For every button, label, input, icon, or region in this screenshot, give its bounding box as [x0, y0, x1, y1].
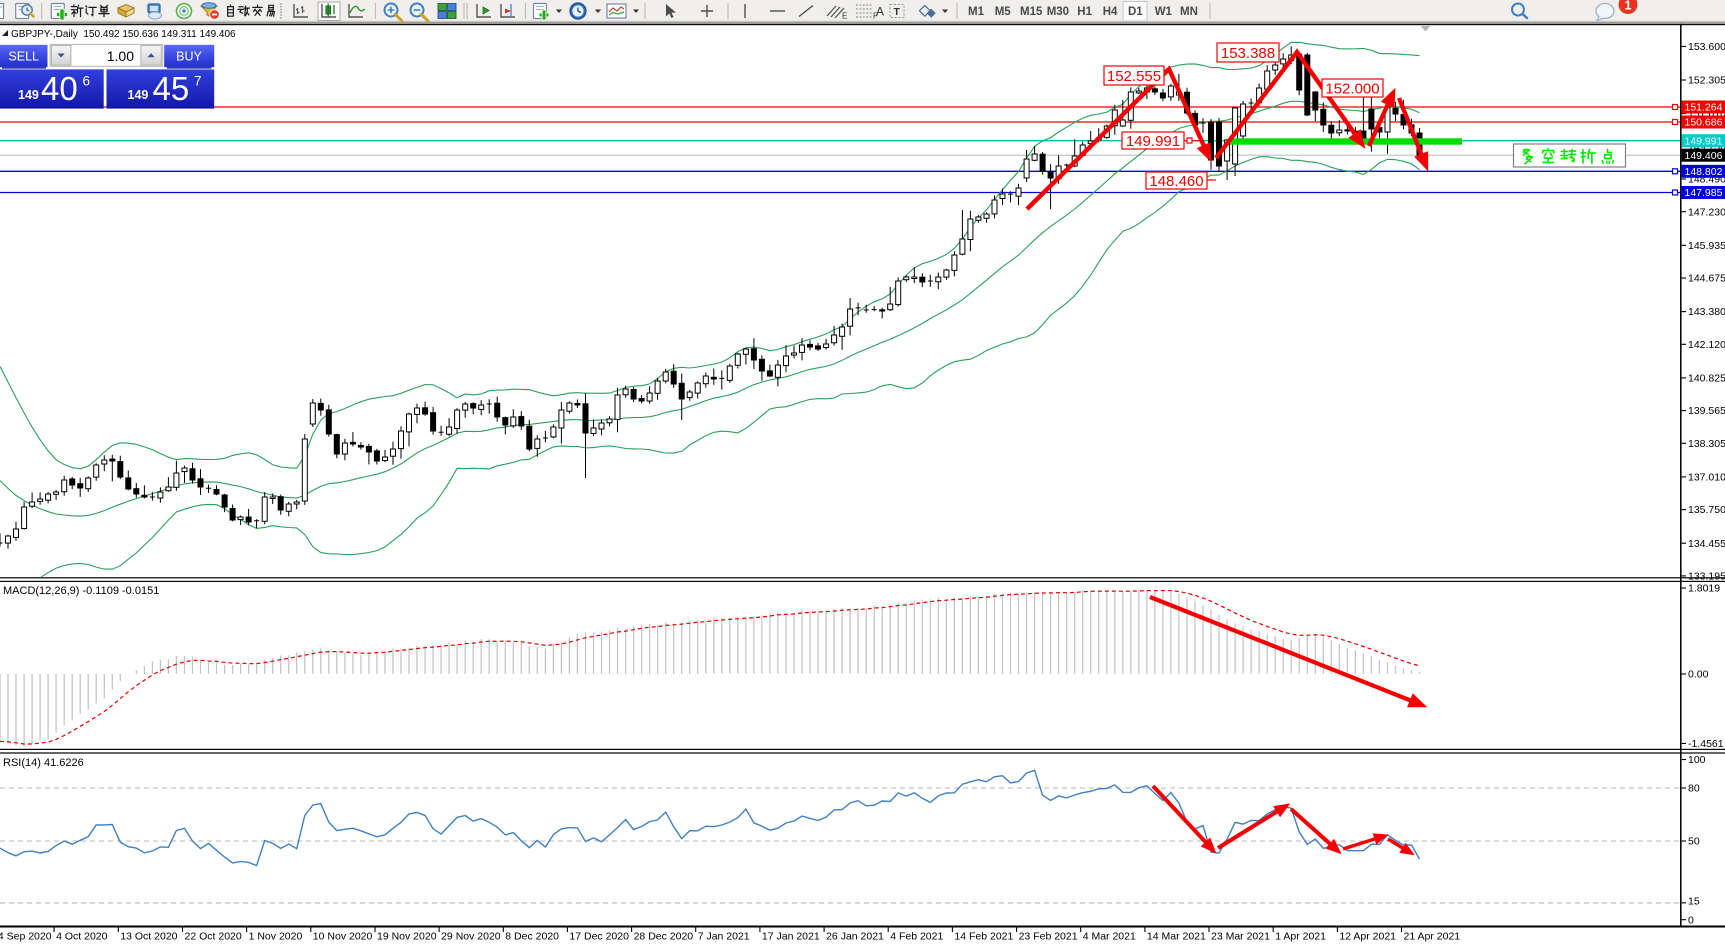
svg-text:149.991: 149.991 [1126, 133, 1180, 150]
svg-text:1: 1 [1625, 0, 1632, 13]
svg-text:134.455: 134.455 [1688, 538, 1725, 550]
svg-text:149: 149 [18, 88, 39, 102]
svg-text:22 Oct 2020: 22 Oct 2020 [185, 931, 242, 943]
svg-text:E: E [842, 12, 847, 21]
svg-text:4 Feb 2021: 4 Feb 2021 [890, 931, 943, 943]
svg-text:4 Mar 2021: 4 Mar 2021 [1083, 931, 1136, 943]
svg-text:143.380: 143.380 [1688, 306, 1725, 318]
svg-text:149.406: 149.406 [1685, 150, 1723, 162]
svg-text:148.460: 148.460 [1149, 173, 1203, 190]
svg-text:M15: M15 [1020, 6, 1043, 18]
svg-text:RSI(14) 41.6226: RSI(14) 41.6226 [3, 757, 84, 769]
svg-text:-1.4561: -1.4561 [1688, 738, 1724, 750]
svg-text:138.305: 138.305 [1688, 438, 1725, 450]
svg-text:1 Nov 2020: 1 Nov 2020 [249, 931, 303, 943]
svg-text:152.000: 152.000 [1325, 80, 1379, 97]
svg-text:F: F [873, 12, 878, 21]
svg-text:M1: M1 [968, 6, 985, 18]
svg-text:1.00: 1.00 [107, 48, 134, 64]
svg-text:151.264: 151.264 [1685, 102, 1723, 114]
svg-text:148.802: 148.802 [1685, 166, 1723, 178]
svg-text:29 Nov 2020: 29 Nov 2020 [441, 931, 501, 943]
svg-text:M5: M5 [995, 6, 1012, 18]
svg-text:139.565: 139.565 [1688, 405, 1725, 417]
svg-text:150.686: 150.686 [1685, 117, 1723, 129]
svg-text:7: 7 [194, 73, 202, 88]
svg-text:10 Nov 2020: 10 Nov 2020 [313, 931, 373, 943]
svg-text:15: 15 [1688, 896, 1700, 908]
svg-text:28 Dec 2020: 28 Dec 2020 [634, 931, 694, 943]
svg-text:17 Dec 2020: 17 Dec 2020 [569, 931, 629, 943]
svg-text:152.555: 152.555 [1107, 68, 1161, 85]
svg-text:14 Feb 2021: 14 Feb 2021 [954, 931, 1013, 943]
svg-text:17 Jan 2021: 17 Jan 2021 [762, 931, 820, 943]
svg-text:M30: M30 [1047, 6, 1069, 18]
svg-text:137.010: 137.010 [1688, 472, 1725, 484]
svg-text:A: A [876, 5, 884, 19]
svg-text:152.305: 152.305 [1688, 75, 1725, 87]
svg-text:140.825: 140.825 [1688, 373, 1725, 385]
svg-text:50: 50 [1688, 836, 1700, 848]
svg-text:BUY: BUY [176, 50, 202, 64]
svg-text:19 Nov 2020: 19 Nov 2020 [377, 931, 437, 943]
svg-text:0: 0 [1688, 914, 1694, 926]
svg-text:0.00: 0.00 [1688, 669, 1709, 681]
svg-text:12 Apr 2021: 12 Apr 2021 [1339, 931, 1396, 943]
svg-text:MN: MN [1180, 6, 1198, 18]
svg-text:6: 6 [83, 73, 91, 88]
svg-text:1 Apr 2021: 1 Apr 2021 [1275, 931, 1326, 943]
svg-text:13 Oct 2020: 13 Oct 2020 [120, 931, 177, 943]
svg-text:23 Feb 2021: 23 Feb 2021 [1019, 931, 1078, 943]
svg-text:153.600: 153.600 [1688, 41, 1725, 53]
svg-text:147.985: 147.985 [1685, 187, 1723, 199]
svg-text:26 Jan 2021: 26 Jan 2021 [826, 931, 884, 943]
svg-text:145.935: 145.935 [1688, 240, 1725, 252]
svg-text:153.388: 153.388 [1221, 45, 1275, 62]
svg-text:H4: H4 [1103, 6, 1118, 18]
svg-text:W1: W1 [1155, 6, 1173, 18]
svg-text:SELL: SELL [8, 50, 39, 64]
svg-text:D1: D1 [1128, 6, 1143, 18]
svg-text:80: 80 [1688, 783, 1700, 795]
svg-text:147.230: 147.230 [1688, 206, 1725, 218]
svg-text:149: 149 [128, 88, 149, 102]
svg-text:21 Apr 2021: 21 Apr 2021 [1404, 931, 1461, 943]
svg-text:24 Sep 2020: 24 Sep 2020 [0, 931, 52, 943]
svg-text:40: 40 [41, 70, 78, 107]
svg-text:135.750: 135.750 [1688, 504, 1725, 516]
svg-text:133.195: 133.195 [1688, 571, 1725, 583]
svg-text:T: T [894, 6, 901, 18]
svg-text:GBPJPY-,Daily 150.492 150.636: GBPJPY-,Daily 150.492 150.636 149.311 14… [11, 29, 236, 40]
svg-text:142.120: 142.120 [1688, 339, 1725, 351]
svg-text:100: 100 [1688, 754, 1706, 766]
svg-text:23 Mar 2021: 23 Mar 2021 [1211, 931, 1270, 943]
svg-text:14 Mar 2021: 14 Mar 2021 [1147, 931, 1206, 943]
svg-text:8 Dec 2020: 8 Dec 2020 [505, 931, 559, 943]
svg-text:1.8019: 1.8019 [1688, 583, 1720, 595]
svg-text:149.991: 149.991 [1685, 135, 1723, 147]
svg-text:144.675: 144.675 [1688, 273, 1725, 285]
svg-text:MACD(12,26,9) -0.1109 -0.0151: MACD(12,26,9) -0.1109 -0.0151 [3, 585, 159, 597]
svg-text:H1: H1 [1077, 6, 1092, 18]
svg-text:4 Oct 2020: 4 Oct 2020 [56, 931, 108, 943]
svg-text:45: 45 [153, 70, 190, 107]
svg-text:7 Jan 2021: 7 Jan 2021 [698, 931, 750, 943]
